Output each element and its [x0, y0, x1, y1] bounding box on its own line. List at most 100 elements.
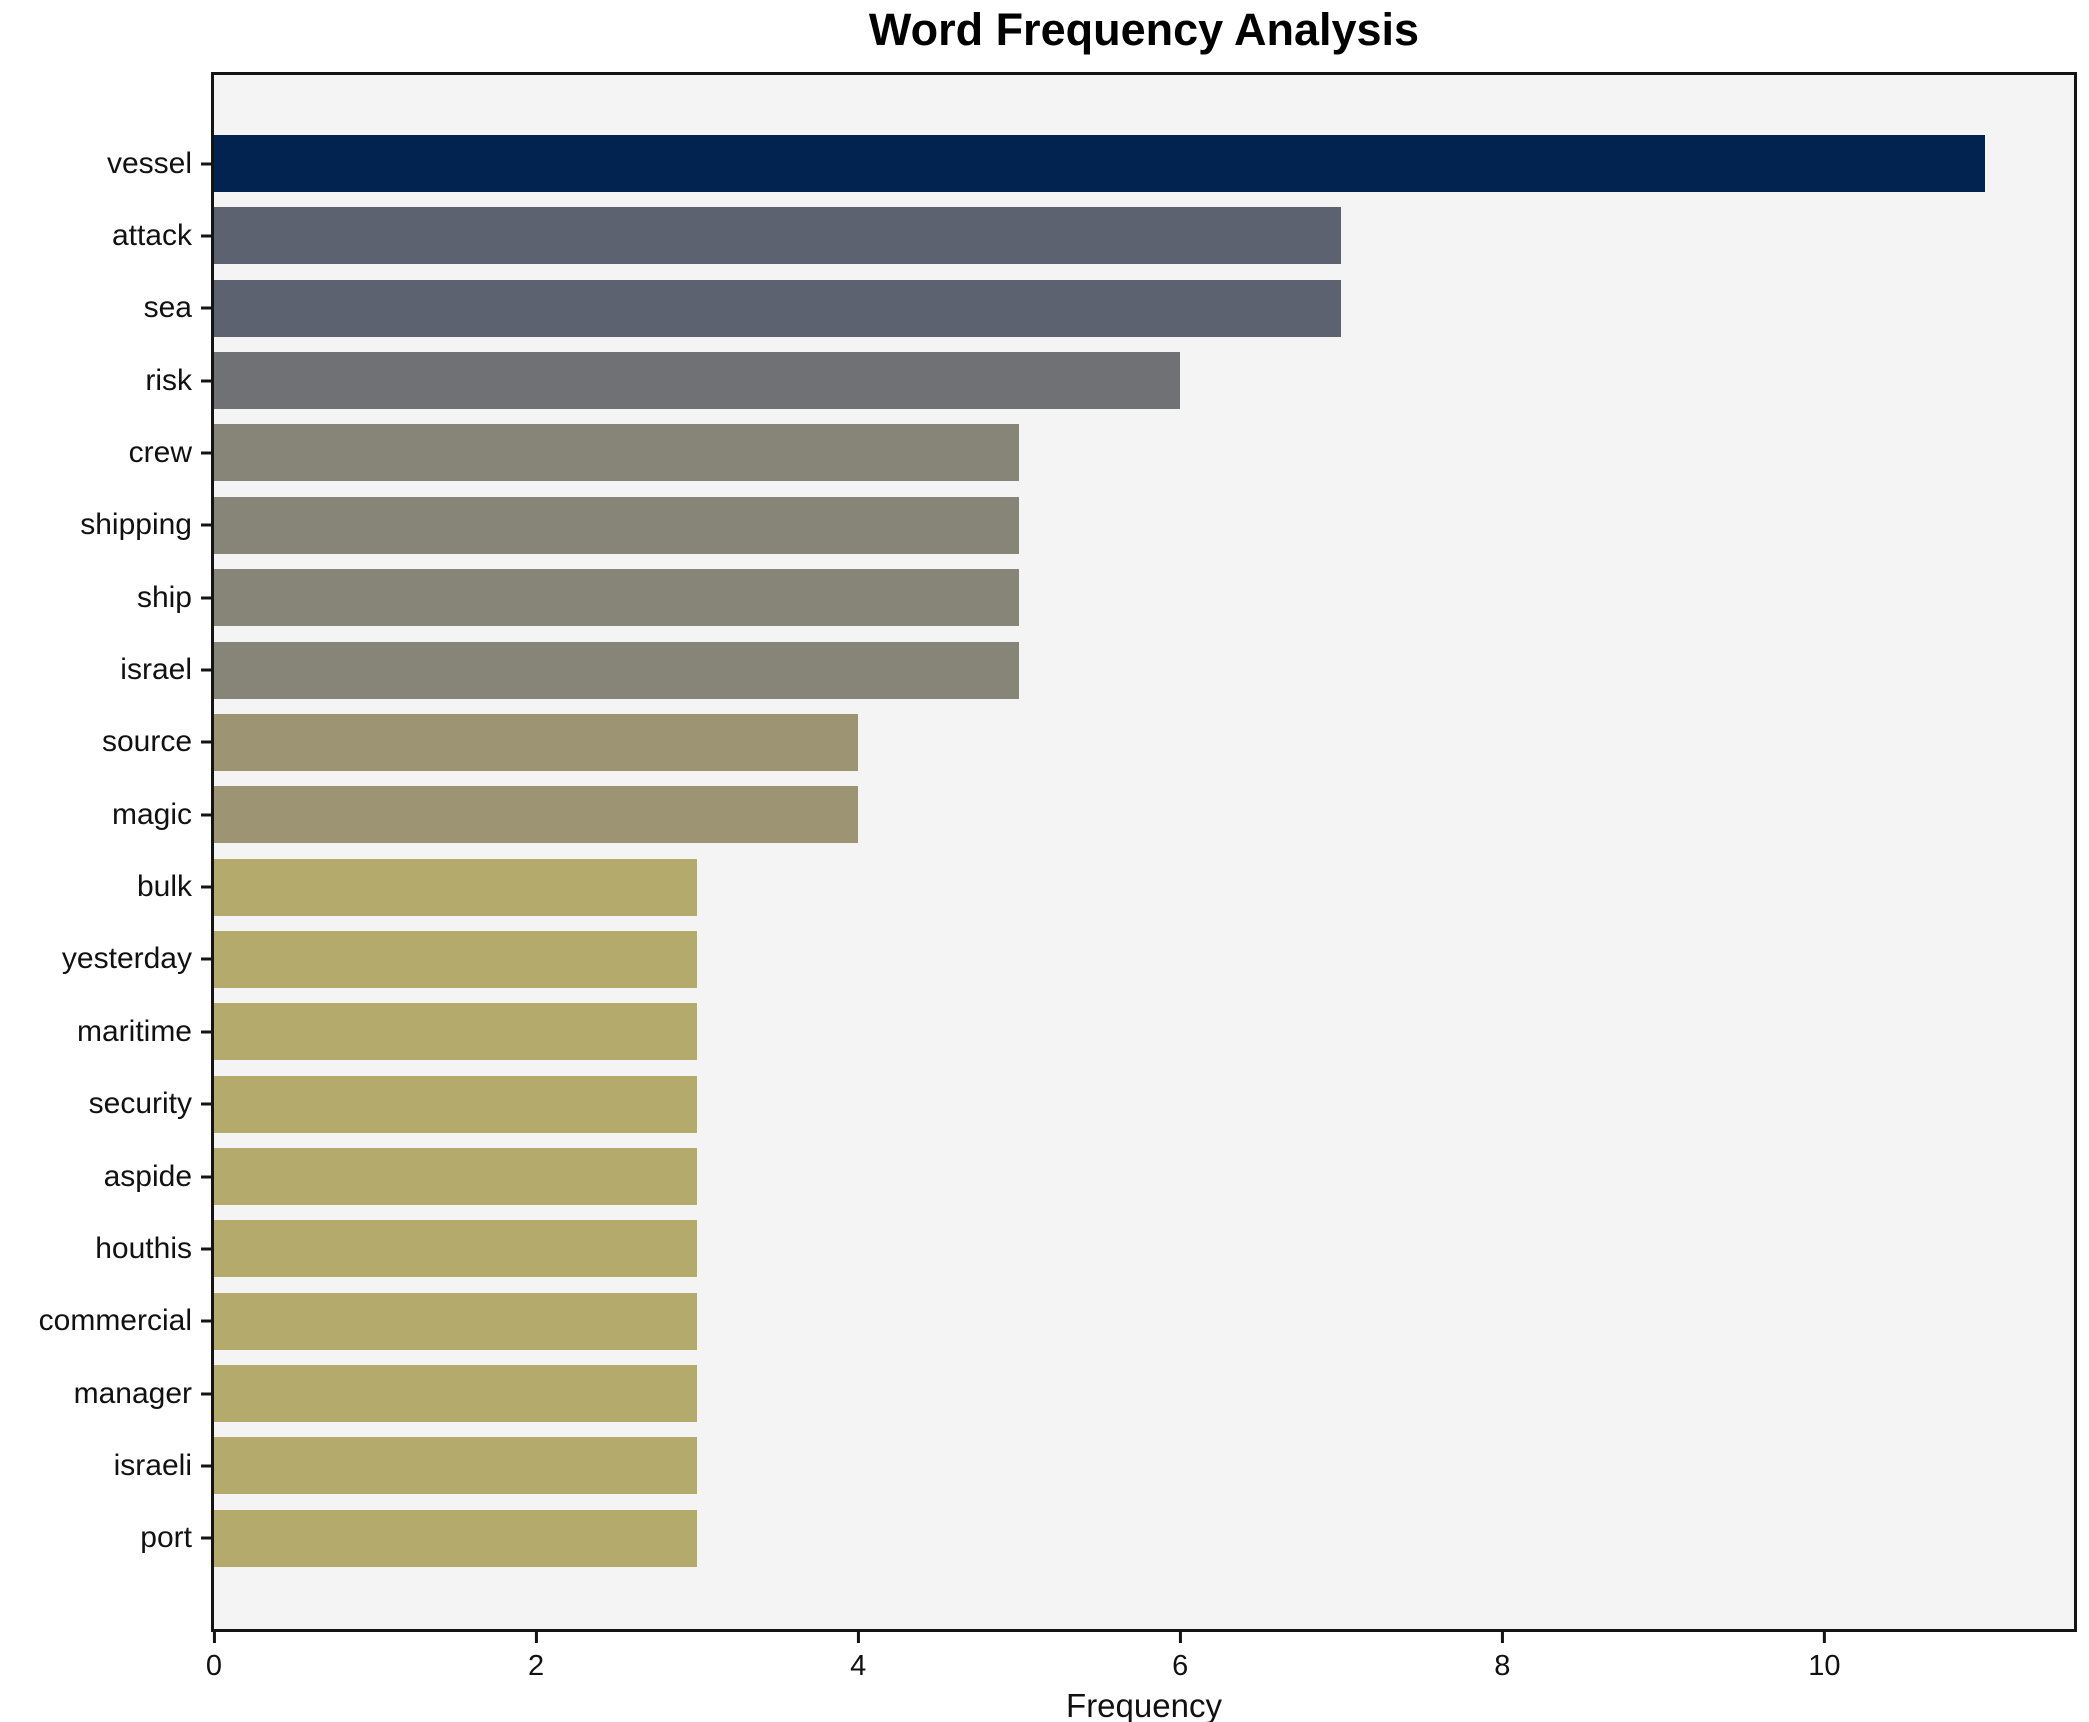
bars-container: vessel attack sea risk crew shipping ship israe…: [39, 75, 2074, 1629]
bar-maritime: [214, 1003, 698, 1061]
x-tick-label: 4: [850, 1650, 867, 1682]
y-tick: [201, 1175, 211, 1179]
bar-row-houthis: houthis: [95, 1220, 2074, 1278]
category-label-attack: attack: [111, 218, 192, 252]
bar-row-aspide: aspide: [104, 1148, 2074, 1206]
category-label-sea: sea: [143, 291, 192, 325]
category-label-vessel: vessel: [106, 146, 192, 180]
bar-row-security: security: [89, 1075, 2074, 1133]
category-label-manager: manager: [73, 1376, 192, 1410]
bar-row-maritime: maritime: [77, 1003, 2074, 1061]
y-tick: [201, 306, 211, 310]
x-tick-8: 8: [1494, 1632, 1510, 1683]
category-label-magic: magic: [111, 797, 192, 831]
bar-row-yesterday: yesterday: [62, 930, 2074, 988]
bar-row-port: port: [140, 1509, 2074, 1567]
x-tick-label: 6: [1172, 1650, 1189, 1682]
y-tick: [201, 1536, 211, 1540]
chart-title: Word Frequency Analysis: [868, 4, 1420, 55]
y-tick: [201, 1319, 211, 1323]
category-label-israeli: israeli: [113, 1448, 192, 1482]
category-label-maritime: maritime: [76, 1014, 192, 1048]
y-tick: [201, 957, 211, 961]
bar-sea: [214, 279, 1342, 337]
bar-risk: [214, 352, 1181, 410]
bar-row-shipping: shipping: [80, 496, 2074, 554]
category-label-port: port: [140, 1521, 192, 1555]
y-tick: [201, 162, 211, 165]
bar-row-manager: manager: [74, 1365, 2074, 1423]
x-axis-label: Frequency: [1066, 1687, 1222, 1722]
y-tick: [201, 1247, 211, 1251]
x-tick-6: 6: [1172, 1632, 1188, 1683]
bar-houthis: [214, 1220, 698, 1278]
y-tick: [201, 1030, 211, 1034]
bar-ship: [214, 569, 1020, 627]
bar-row-ship: ship: [137, 569, 2074, 627]
x-tick-0: 0: [206, 1632, 222, 1683]
x-tick-mark: [534, 1632, 538, 1643]
category-label-israel: israel: [120, 653, 192, 687]
y-tick: [201, 885, 211, 889]
x-tick-10: 10: [1808, 1632, 1841, 1683]
bar-israeli: [214, 1437, 698, 1495]
bar-attack: [214, 207, 1342, 265]
category-label-houthis: houthis: [95, 1231, 192, 1265]
x-tick-mark: [1822, 1632, 1826, 1643]
bar-yesterday: [214, 930, 698, 988]
y-tick: [201, 451, 211, 455]
bar-row-israeli: israeli: [114, 1437, 2074, 1495]
bar-row-risk: risk: [145, 352, 2074, 410]
y-tick: [201, 1392, 211, 1396]
bar-row-attack: attack: [112, 207, 2074, 265]
category-label-source: source: [101, 725, 192, 759]
bar-row-vessel: vessel: [107, 135, 2074, 192]
x-tick-4: 4: [850, 1632, 866, 1683]
y-tick: [201, 813, 211, 817]
y-tick: [201, 523, 211, 527]
y-tick: [201, 596, 211, 600]
x-tick-label: 10: [1808, 1650, 1841, 1682]
category-label-ship: ship: [136, 580, 192, 614]
bar-magic: [214, 786, 859, 844]
y-tick: [201, 740, 211, 744]
bar-vessel: [214, 135, 1986, 192]
x-tick-label: 0: [205, 1650, 223, 1682]
bar-row-bulk: bulk: [137, 858, 2074, 916]
x-tick-mark: [1178, 1632, 1182, 1643]
bar-port: [214, 1509, 698, 1567]
bar-row-israel: israel: [120, 641, 2074, 699]
bar-security: [214, 1075, 698, 1133]
category-label-risk: risk: [145, 363, 192, 397]
category-label-security: security: [88, 1087, 192, 1121]
category-label-yesterday: yesterday: [61, 942, 192, 976]
bar-row-sea: sea: [144, 279, 2074, 337]
y-tick: [201, 1464, 211, 1468]
bar-manager: [214, 1365, 698, 1423]
y-tick: [201, 668, 211, 672]
x-tick-label: 2: [527, 1650, 545, 1682]
bar-crew: [214, 424, 1020, 482]
x-tick-label: 8: [1494, 1650, 1511, 1682]
bar-row-crew: crew: [129, 424, 2074, 482]
category-label-aspide: aspide: [103, 1159, 192, 1193]
category-label-crew: crew: [128, 435, 192, 469]
y-tick: [201, 234, 211, 238]
y-tick: [201, 379, 211, 383]
bar-row-source: source: [102, 713, 2074, 771]
y-tick: [201, 1102, 211, 1106]
x-tick-2: 2: [528, 1632, 544, 1683]
bar-shipping: [214, 496, 1020, 554]
x-tick-mark: [212, 1632, 216, 1643]
plot-area: vessel attack sea risk crew shipping ship israe…: [39, 72, 2077, 1722]
bar-israel: [214, 641, 1020, 699]
bar-row-magic: magic: [112, 786, 2074, 844]
x-tick-mark: [1500, 1632, 1504, 1643]
category-label-commercial: commercial: [38, 1304, 192, 1338]
category-label-bulk: bulk: [136, 870, 192, 904]
bar-source: [214, 713, 859, 771]
bar-aspide: [214, 1148, 698, 1206]
x-tick-mark: [856, 1632, 860, 1643]
bar-row-commercial: commercial: [39, 1292, 2074, 1350]
